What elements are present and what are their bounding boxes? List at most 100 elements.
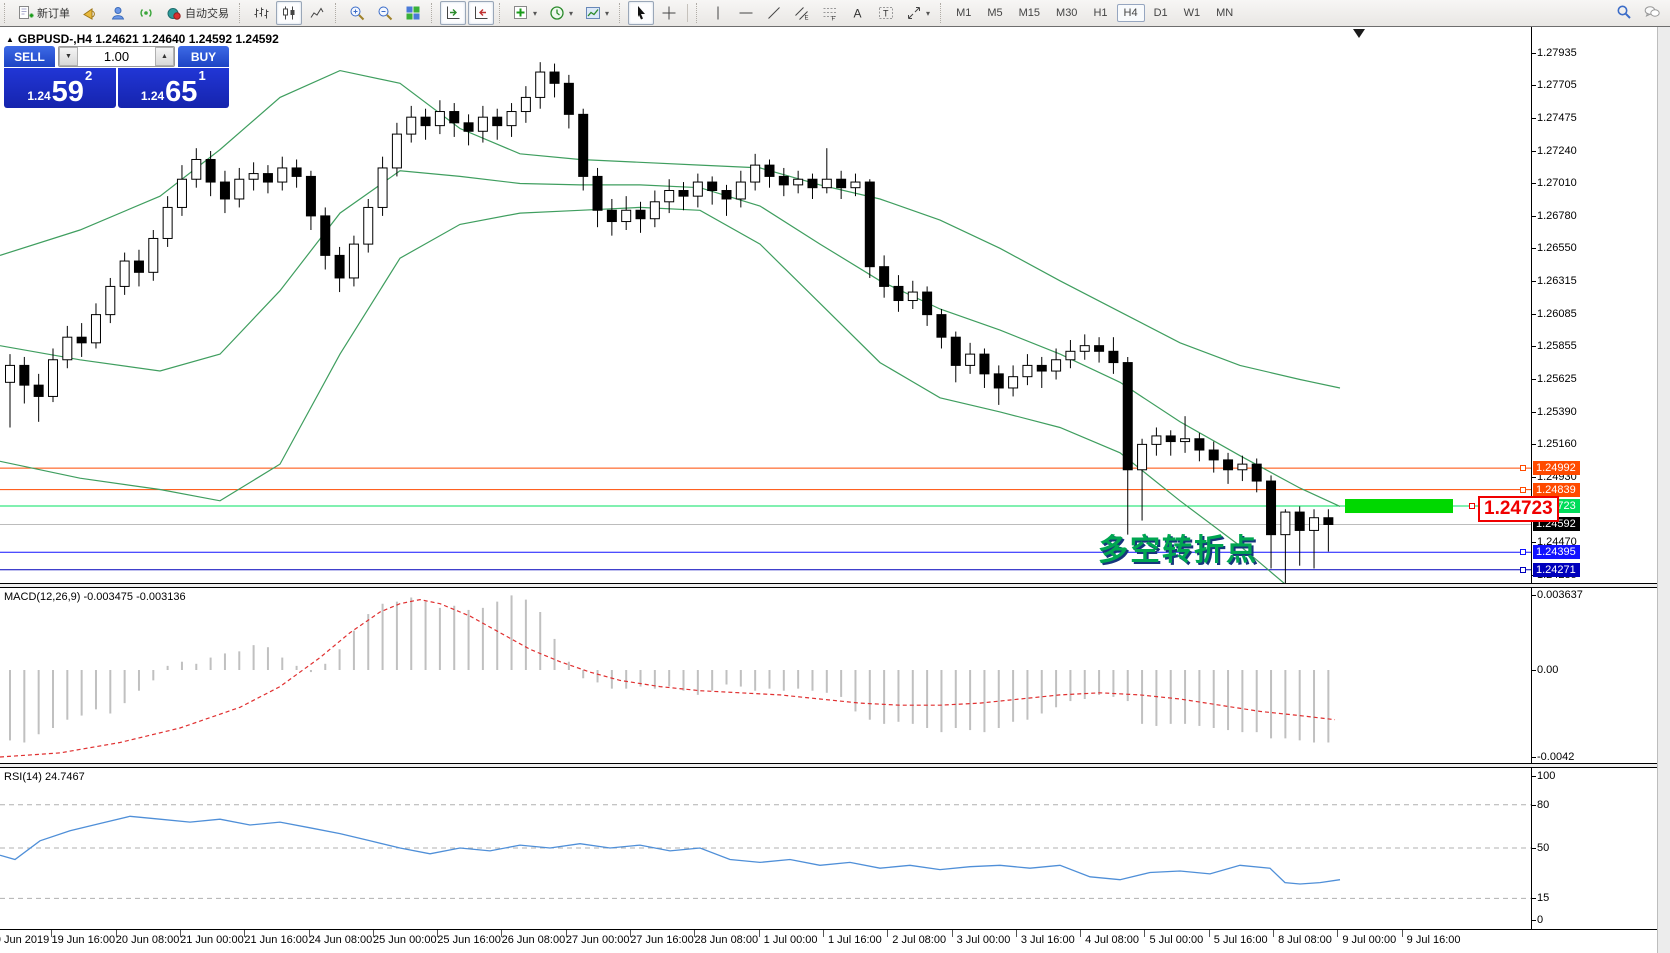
periods-button[interactable]: ▾: [544, 1, 578, 25]
chevron-down-icon[interactable]: ▾: [605, 8, 610, 18]
chart-title: ▲ GBPUSD-,H4 1.24621 1.24640 1.24592 1.2…: [6, 32, 279, 46]
candle-body: [721, 190, 732, 200]
chart-shift-button[interactable]: [468, 1, 494, 25]
price-axis-label: 1.27475: [1537, 111, 1577, 124]
templates-button[interactable]: ▾: [580, 1, 614, 25]
panel-separator[interactable]: [0, 763, 1670, 768]
new-order-button[interactable]: 新订单: [13, 1, 75, 25]
chat-icon[interactable]: [1644, 4, 1660, 23]
candle-body: [62, 336, 73, 361]
timeframe-m5-button[interactable]: M5: [987, 7, 1003, 19]
timeframe-m1-button[interactable]: M1: [956, 7, 972, 19]
macd-svg[interactable]: [0, 588, 1531, 763]
indicators-button[interactable]: ▾: [508, 1, 542, 25]
candle-body: [234, 178, 245, 200]
trendline-button[interactable]: [761, 1, 787, 25]
timeframe-h4-button[interactable]: H4: [1116, 4, 1145, 22]
price-axis-tick: [1531, 346, 1536, 348]
time-axis-label: 4 Jul 08:00: [1085, 934, 1140, 946]
text-button[interactable]: A: [845, 1, 871, 25]
sell-price-display[interactable]: 1.24 59 2: [4, 68, 116, 108]
vertical-line-button[interactable]: [705, 1, 731, 25]
rsi-chart-area[interactable]: [0, 768, 1532, 929]
candle-body: [391, 133, 402, 169]
fibonacci-button[interactable]: F: [817, 1, 843, 25]
price-callout-label[interactable]: 1.24723: [1478, 496, 1559, 522]
time-axis-tick: [437, 930, 439, 937]
timeframe-w1-button[interactable]: W1: [1183, 7, 1201, 19]
time-axis-tick: [115, 930, 117, 937]
line-anchor-square[interactable]: [1520, 566, 1526, 573]
toolbar-group-handle: [499, 3, 503, 23]
volume-field[interactable]: 1.00: [103, 49, 130, 64]
zoom-in-button[interactable]: [344, 1, 370, 25]
sell-button[interactable]: SELL: [4, 46, 55, 67]
rsi-axis-tick: [1531, 848, 1536, 849]
line-anchor-square[interactable]: [1520, 549, 1526, 556]
one-click-collapse-icon[interactable]: ▲: [6, 34, 14, 44]
candle-body: [592, 175, 603, 211]
auto-scroll-button[interactable]: [440, 1, 466, 25]
line-anchor-square[interactable]: [1520, 486, 1526, 493]
chevron-down-icon[interactable]: ▾: [926, 8, 931, 18]
community-button[interactable]: [105, 1, 131, 25]
timeframe-d1-button[interactable]: D1: [1153, 7, 1168, 19]
rsi-axis-tick: [1531, 898, 1536, 900]
volume-decrease-button[interactable]: ▼: [59, 47, 78, 66]
rsi-svg[interactable]: [0, 768, 1531, 929]
panel-separator[interactable]: [0, 583, 1670, 588]
autotrading-button[interactable]: 自动交易: [161, 1, 234, 25]
channel-button[interactable]: E: [789, 1, 815, 25]
time-axis-tick: [1273, 930, 1274, 937]
macd-chart-area[interactable]: [0, 588, 1532, 763]
price-axis-label: 1.24470: [1537, 535, 1577, 548]
crosshair-button[interactable]: [656, 1, 682, 25]
cursor-button[interactable]: [628, 1, 655, 25]
horizontal-line-button[interactable]: [733, 1, 759, 25]
macd-axis-label: 0.00: [1537, 664, 1559, 676]
candlestick-button[interactable]: [276, 1, 302, 25]
highlight-rectangle-object[interactable]: [1345, 499, 1453, 514]
price-chart-svg[interactable]: [0, 27, 1531, 583]
news-horn-button[interactable]: [77, 1, 103, 25]
bar-chart-button[interactable]: [248, 1, 274, 25]
volume-increase-button[interactable]: ▲: [155, 47, 174, 66]
horn-icon: [82, 5, 98, 21]
time-axis-label: 20 Jun 08:00: [115, 934, 180, 946]
timeframe-h1-button[interactable]: H1: [1093, 7, 1108, 19]
chevron-down-icon[interactable]: ▾: [569, 8, 574, 18]
candle-body: [635, 209, 646, 220]
price-chart-area[interactable]: [0, 27, 1532, 583]
turning-point-annotation[interactable]: 多空转折点: [1098, 534, 1258, 567]
shapes-button[interactable]: ▾: [901, 1, 935, 25]
chart-shift-marker[interactable]: [1353, 29, 1365, 38]
search-icon[interactable]: [1616, 4, 1632, 23]
price-axis-label: 1.27240: [1537, 145, 1577, 158]
time-axis-label: 5 Jul 00:00: [1149, 934, 1204, 946]
price-axis-tick: [1531, 541, 1536, 543]
zoom-out-button[interactable]: [372, 1, 398, 25]
timeframe-mn-button[interactable]: MN: [1216, 7, 1234, 19]
label-button[interactable]: T: [873, 1, 899, 25]
buy-price-display[interactable]: 1.24 65 1: [117, 68, 229, 108]
line-chart-button[interactable]: [304, 1, 330, 25]
time-axis-tick: [822, 930, 824, 937]
candle-body: [291, 167, 302, 177]
candle-body: [377, 167, 388, 208]
candle-body: [649, 201, 660, 220]
tile-windows-button[interactable]: [400, 1, 426, 25]
time-axis-label: 19 Jun 2019: [0, 934, 50, 946]
timeframe-m30-button[interactable]: M30: [1056, 7, 1078, 19]
timeframe-m15-button[interactable]: M15: [1018, 7, 1041, 19]
line-anchor-square[interactable]: [1520, 465, 1526, 472]
rsi-axis-label: 0: [1537, 914, 1544, 926]
rsi-line: [0, 815, 1341, 885]
signals-button[interactable]: [133, 1, 159, 25]
buy-button[interactable]: BUY: [178, 46, 229, 67]
chevron-down-icon[interactable]: ▾: [533, 8, 538, 18]
sell-price-prefix: 1.24: [27, 89, 51, 103]
toolbar: 新订单 自动交易 ▾ ▾ ▾ E F A T ▾ M1 M5 M15 M30 H1 H4 D1 W1 MN: [0, 0, 1670, 27]
chart-shift-icon: [473, 5, 489, 21]
macd-label: MACD(12,26,9) -0.003475 -0.003136: [4, 591, 186, 603]
